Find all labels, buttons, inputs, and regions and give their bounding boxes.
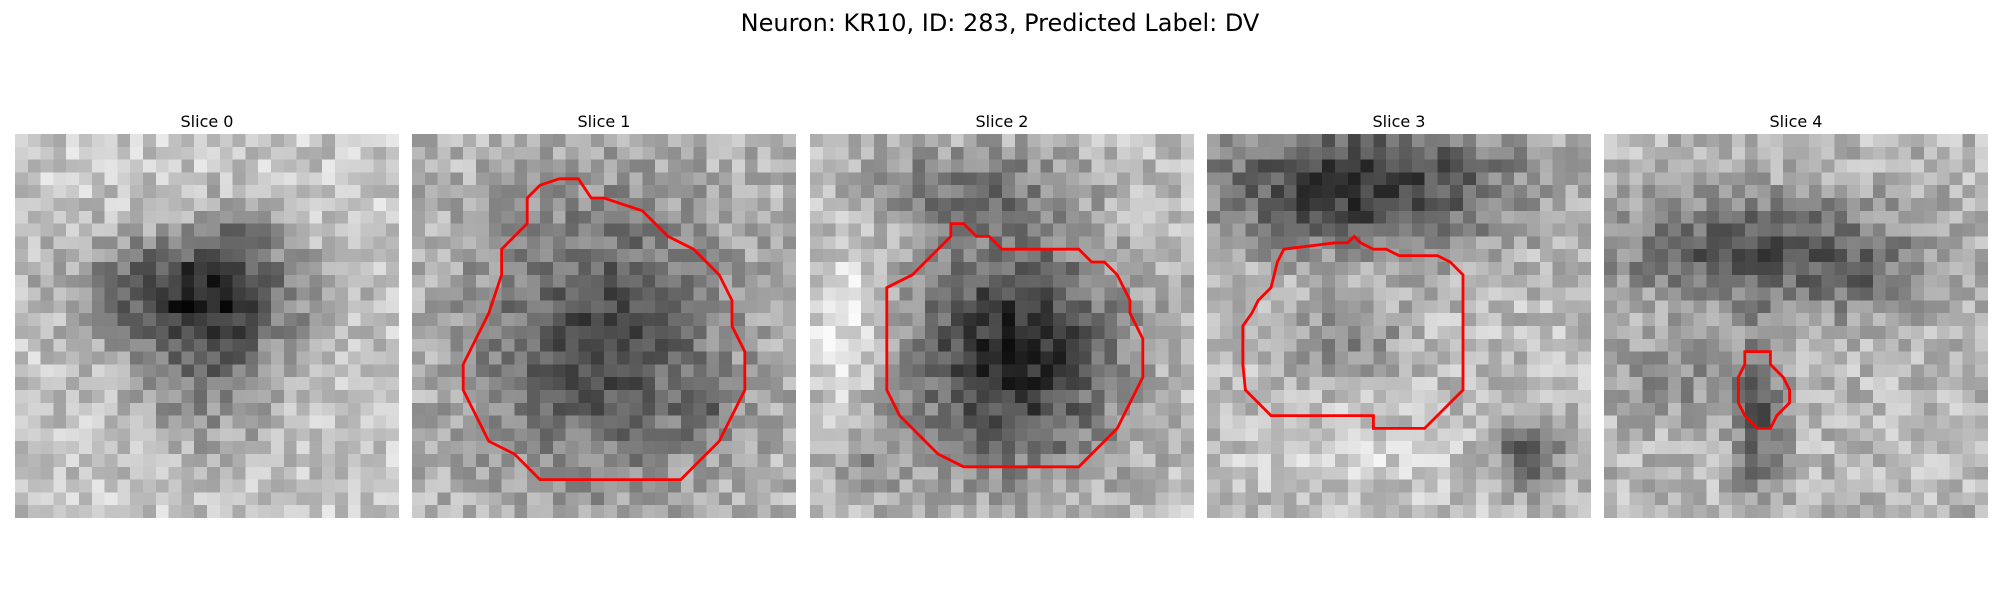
slice-image-0 (15, 134, 399, 518)
slice-image-1 (412, 134, 796, 518)
slice-image-3 (1207, 134, 1591, 518)
slice-pixels-3 (1207, 134, 1591, 518)
slice-title-1: Slice 1 (577, 112, 631, 131)
contour-outline-4 (1736, 350, 1792, 430)
slice-title-2: Slice 2 (975, 112, 1029, 131)
slice-image-2 (810, 134, 1194, 518)
slice-title-4: Slice 4 (1769, 112, 1823, 131)
slice-panel-1: Slice 1 (412, 110, 796, 518)
slice-panel-0: Slice 0 (15, 110, 399, 518)
contour-outline-2 (885, 222, 1145, 469)
slice-panel-2: Slice 2 (810, 110, 1194, 518)
slice-pixels-2 (810, 134, 1194, 518)
slice-panel-3: Slice 3 (1207, 110, 1591, 518)
slice-panel-4: Slice 4 (1604, 110, 1988, 518)
contour-outline-3 (1241, 234, 1465, 430)
slice-image-4 (1604, 134, 1988, 518)
slice-title-0: Slice 0 (180, 112, 234, 131)
figure-title: Neuron: KR10, ID: 283, Predicted Label: … (740, 9, 1260, 37)
slice-pixels-4 (1604, 134, 1988, 518)
slice-pixels-0 (15, 134, 399, 518)
slice-pixels-1 (412, 134, 796, 518)
slice-title-3: Slice 3 (1372, 112, 1426, 131)
contour-outline-1 (461, 177, 747, 482)
